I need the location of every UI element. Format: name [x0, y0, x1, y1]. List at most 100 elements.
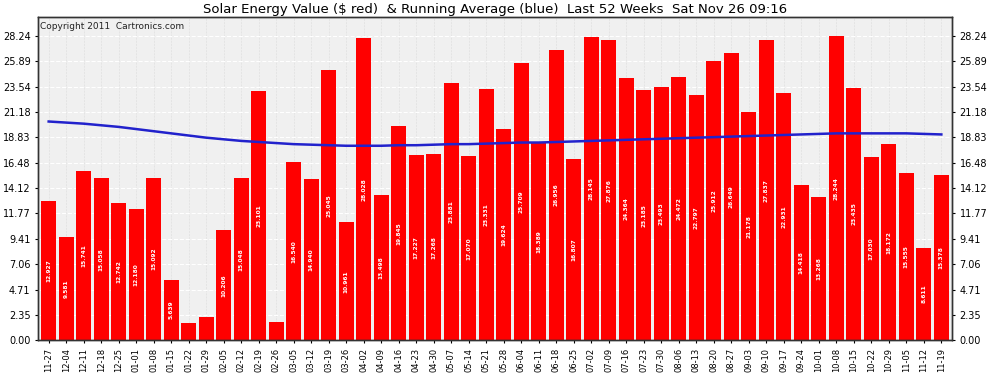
Text: 17.070: 17.070	[466, 237, 471, 260]
Bar	[251, 92, 266, 340]
Bar	[759, 40, 774, 340]
Bar	[899, 172, 914, 340]
Text: 10.206: 10.206	[221, 274, 226, 297]
Bar	[934, 175, 948, 340]
Text: 15.092: 15.092	[151, 248, 156, 270]
Text: 23.331: 23.331	[484, 203, 489, 226]
Text: 15.555: 15.555	[904, 245, 909, 268]
Text: 5.639: 5.639	[168, 301, 173, 319]
Text: 28.145: 28.145	[589, 177, 594, 200]
Bar	[742, 112, 756, 340]
Text: 23.435: 23.435	[851, 202, 856, 225]
Bar	[724, 53, 739, 340]
Bar	[479, 89, 494, 340]
Text: 23.185: 23.185	[642, 204, 646, 227]
Text: 13.498: 13.498	[379, 256, 384, 279]
Bar	[356, 38, 371, 340]
Bar	[216, 230, 231, 340]
Text: 12.742: 12.742	[116, 260, 121, 283]
Text: 28.244: 28.244	[834, 177, 839, 200]
Text: 15.058: 15.058	[99, 248, 104, 270]
Text: 18.389: 18.389	[537, 230, 542, 253]
Text: 17.227: 17.227	[414, 236, 419, 259]
Text: 22.931: 22.931	[781, 206, 786, 228]
Text: 16.540: 16.540	[291, 240, 296, 262]
Bar	[496, 129, 511, 340]
Bar	[584, 37, 599, 340]
Text: 25.045: 25.045	[327, 194, 332, 217]
Text: 22.797: 22.797	[694, 206, 699, 229]
Bar	[671, 76, 686, 340]
Text: 8.611: 8.611	[922, 285, 927, 303]
Bar	[566, 159, 581, 340]
Text: 27.876: 27.876	[606, 178, 611, 201]
Bar	[234, 178, 248, 340]
Bar	[427, 154, 442, 340]
Text: Copyright 2011  Cartronics.com: Copyright 2011 Cartronics.com	[40, 22, 184, 31]
Bar	[409, 154, 424, 340]
Bar	[444, 83, 458, 340]
Bar	[181, 323, 196, 340]
Text: 14.418: 14.418	[799, 251, 804, 274]
Text: 26.649: 26.649	[729, 185, 734, 208]
Text: 17.268: 17.268	[432, 236, 437, 259]
Bar	[58, 237, 73, 340]
Text: 9.581: 9.581	[63, 279, 68, 298]
Bar	[864, 157, 879, 340]
Bar	[917, 248, 932, 340]
Text: 25.709: 25.709	[519, 190, 524, 213]
Bar	[94, 178, 109, 340]
Bar	[147, 178, 161, 340]
Bar	[846, 88, 861, 340]
Bar	[42, 201, 56, 340]
Text: 10.961: 10.961	[344, 270, 348, 292]
Bar	[601, 40, 616, 340]
Bar	[268, 322, 284, 340]
Bar	[374, 195, 389, 340]
Bar	[619, 78, 634, 340]
Bar	[829, 36, 843, 340]
Text: 16.807: 16.807	[571, 238, 576, 261]
Text: 24.472: 24.472	[676, 197, 681, 220]
Bar	[532, 142, 546, 340]
Text: 14.940: 14.940	[309, 249, 314, 271]
Bar	[199, 317, 214, 340]
Bar	[653, 87, 668, 340]
Text: 13.268: 13.268	[817, 257, 822, 280]
Bar	[286, 162, 301, 340]
Bar	[76, 171, 91, 340]
Bar	[548, 50, 563, 340]
Bar	[322, 70, 337, 340]
Text: 23.881: 23.881	[448, 200, 453, 223]
Text: 23.101: 23.101	[256, 204, 261, 227]
Bar	[514, 63, 529, 340]
Bar	[881, 144, 896, 340]
Text: 26.956: 26.956	[553, 184, 558, 206]
Bar	[304, 179, 319, 340]
Text: 28.028: 28.028	[361, 178, 366, 201]
Bar	[339, 222, 353, 340]
Text: 15.741: 15.741	[81, 244, 86, 267]
Bar	[129, 209, 144, 340]
Text: 21.178: 21.178	[746, 215, 751, 238]
Text: 17.030: 17.030	[869, 237, 874, 260]
Bar	[812, 197, 827, 340]
Text: 19.845: 19.845	[396, 222, 401, 245]
Bar	[391, 126, 406, 340]
Bar	[637, 90, 651, 340]
Bar	[461, 156, 476, 340]
Bar	[776, 93, 791, 340]
Text: 23.493: 23.493	[658, 202, 663, 225]
Bar	[111, 203, 126, 340]
Text: 25.912: 25.912	[711, 189, 717, 212]
Title: Solar Energy Value ($ red)  & Running Average (blue)  Last 52 Weeks  Sat Nov 26 : Solar Energy Value ($ red) & Running Ave…	[203, 3, 787, 16]
Bar	[689, 94, 704, 340]
Bar	[794, 185, 809, 340]
Text: 15.378: 15.378	[939, 246, 943, 269]
Text: 18.172: 18.172	[886, 231, 891, 254]
Text: 12.927: 12.927	[47, 259, 51, 282]
Bar	[163, 279, 178, 340]
Text: 15.048: 15.048	[239, 248, 244, 271]
Text: 19.624: 19.624	[501, 223, 506, 246]
Text: 24.364: 24.364	[624, 198, 629, 220]
